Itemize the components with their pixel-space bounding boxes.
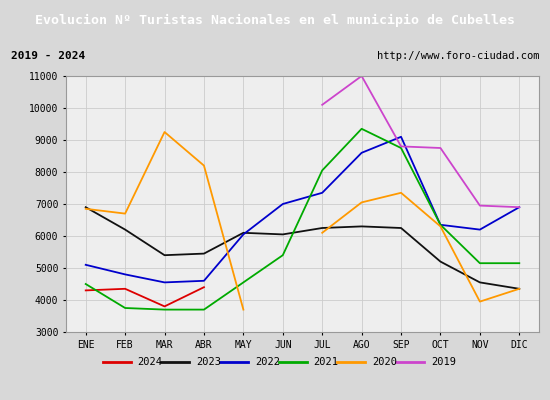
Text: 2020: 2020	[372, 357, 398, 367]
Text: 2022: 2022	[255, 357, 280, 367]
Text: http://www.foro-ciudad.com: http://www.foro-ciudad.com	[377, 51, 539, 61]
Text: 2023: 2023	[196, 357, 222, 367]
Text: 2019: 2019	[431, 357, 456, 367]
Text: 2024: 2024	[138, 357, 163, 367]
Text: 2019 - 2024: 2019 - 2024	[11, 51, 85, 61]
Text: 2021: 2021	[314, 357, 339, 367]
Text: Evolucion Nº Turistas Nacionales en el municipio de Cubelles: Evolucion Nº Turistas Nacionales en el m…	[35, 14, 515, 26]
